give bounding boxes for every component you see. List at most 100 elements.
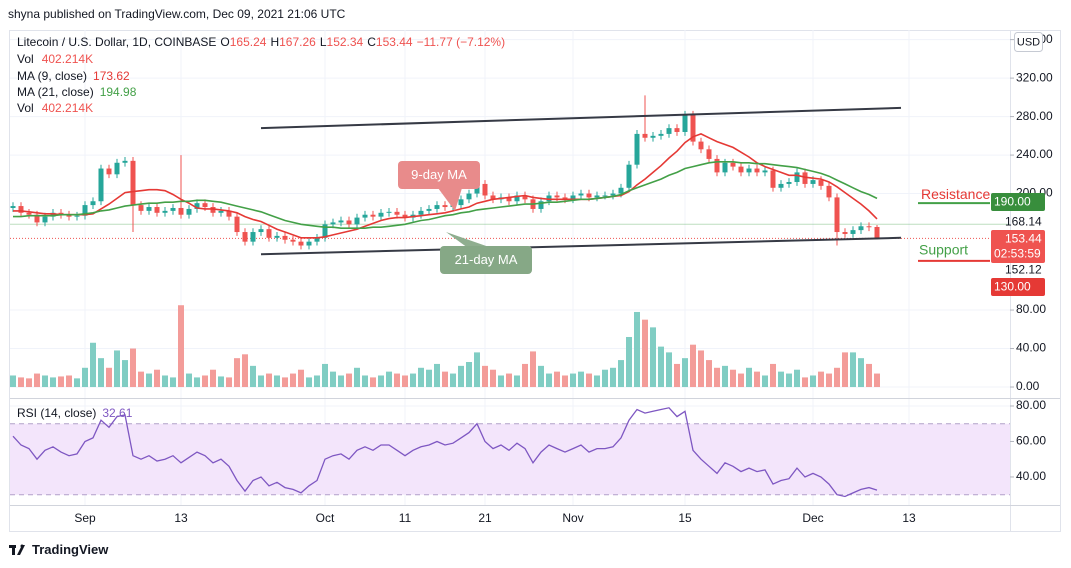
volume-bar bbox=[234, 358, 240, 388]
volume-bar bbox=[778, 371, 784, 388]
rsi-band bbox=[10, 423, 1010, 495]
rsi-group bbox=[12, 407, 878, 498]
candle-body bbox=[114, 162, 120, 175]
candle-body bbox=[226, 210, 232, 217]
volume-bar bbox=[18, 377, 24, 388]
candle-body bbox=[666, 128, 672, 134]
volume-bar bbox=[578, 371, 584, 388]
candle-body bbox=[370, 214, 376, 217]
currency[interactable]: USD bbox=[1017, 36, 1040, 48]
volume-bar bbox=[706, 360, 712, 388]
volume-bar bbox=[346, 373, 352, 388]
brand: TradingView bbox=[32, 542, 109, 557]
volume-bar bbox=[306, 377, 312, 388]
volume-bar bbox=[242, 354, 248, 388]
candle-body bbox=[146, 207, 152, 211]
candle-body bbox=[714, 158, 720, 173]
volume-bar bbox=[26, 378, 32, 388]
y-tick-label: 0.00 bbox=[1016, 379, 1040, 393]
volume-bar bbox=[98, 358, 104, 388]
volume-bar bbox=[90, 342, 96, 388]
callout-9day: 9-day MA bbox=[398, 161, 480, 211]
candle-body bbox=[266, 229, 272, 238]
candle-body bbox=[170, 207, 176, 211]
ma-line bbox=[13, 133, 878, 239]
candle-body bbox=[826, 185, 832, 198]
volume-bar bbox=[674, 363, 680, 388]
rsi-value: 32.61 bbox=[102, 406, 132, 420]
price-label: 130.00 bbox=[994, 280, 1031, 294]
ma-value: 173.62 bbox=[93, 69, 130, 83]
volume-bar bbox=[378, 375, 384, 388]
volume-bar bbox=[642, 319, 648, 388]
x-tick-label: 15 bbox=[678, 511, 692, 525]
price-label-box bbox=[991, 278, 1045, 296]
candle-body bbox=[682, 114, 688, 132]
volume-bar bbox=[506, 373, 512, 388]
candle-body bbox=[66, 214, 72, 217]
x-tick-label: Oct bbox=[316, 511, 335, 525]
volume-bar bbox=[290, 373, 296, 388]
volume-bar bbox=[162, 375, 168, 388]
candle-body bbox=[58, 212, 64, 215]
candle-body bbox=[290, 239, 296, 242]
currency-button[interactable] bbox=[1014, 32, 1043, 52]
candle-body bbox=[402, 214, 408, 218]
volume-bar bbox=[826, 373, 832, 388]
open-value: 165.24 bbox=[230, 35, 267, 49]
candle-body bbox=[10, 206, 16, 208]
volume-bar bbox=[226, 377, 232, 388]
candle-body bbox=[762, 170, 768, 173]
volume-bar bbox=[802, 377, 808, 388]
candle-body bbox=[362, 214, 368, 218]
candle-body bbox=[770, 170, 776, 188]
candle-body bbox=[74, 215, 80, 217]
candle-body bbox=[90, 201, 96, 206]
candle-body bbox=[458, 199, 464, 206]
level-label: Support bbox=[919, 242, 968, 258]
candle-body bbox=[242, 232, 248, 242]
candle-body bbox=[250, 232, 256, 242]
volume-bar bbox=[370, 377, 376, 388]
candle-body bbox=[434, 205, 440, 209]
volume-bar bbox=[594, 375, 600, 388]
volume-bar bbox=[434, 363, 440, 388]
volume-bar bbox=[866, 363, 872, 388]
y-tick-label: 80.00 bbox=[1016, 302, 1046, 316]
y-tick-label: 40.00 bbox=[1016, 469, 1046, 483]
candle-body bbox=[850, 230, 856, 234]
candle-body bbox=[778, 183, 784, 188]
candle-body bbox=[322, 224, 328, 238]
ohlc-letter: H bbox=[270, 35, 279, 49]
candle-body bbox=[514, 195, 520, 202]
candle-body bbox=[674, 128, 680, 132]
volume-bar bbox=[426, 369, 432, 388]
candle-body bbox=[258, 229, 264, 233]
candle-body bbox=[442, 205, 448, 208]
candle-body bbox=[178, 207, 184, 215]
volume-bar bbox=[762, 375, 768, 388]
volume-bar bbox=[218, 376, 224, 388]
candle-body bbox=[210, 207, 216, 213]
ma-name: MA (21, close) bbox=[17, 85, 94, 99]
candle-body bbox=[810, 180, 816, 184]
candle-body bbox=[706, 149, 712, 159]
volume-bar bbox=[138, 371, 144, 388]
candle-body bbox=[690, 114, 696, 142]
volume-bar bbox=[754, 371, 760, 388]
candle-body bbox=[842, 232, 848, 234]
candle-body bbox=[154, 207, 160, 213]
candle-body bbox=[98, 168, 104, 202]
rsi-name: RSI (14, close) bbox=[17, 406, 96, 420]
volume-bar bbox=[650, 327, 656, 388]
candle-body bbox=[818, 180, 824, 186]
volume-bar bbox=[794, 369, 800, 388]
volume-bar bbox=[322, 363, 328, 388]
volume-bar bbox=[170, 377, 176, 388]
callout-21day: 21-day MA bbox=[440, 232, 532, 274]
candle-body bbox=[626, 164, 632, 188]
ohlc-letter: O bbox=[220, 35, 229, 49]
volume-bar bbox=[682, 358, 688, 388]
candle-body bbox=[586, 193, 592, 198]
